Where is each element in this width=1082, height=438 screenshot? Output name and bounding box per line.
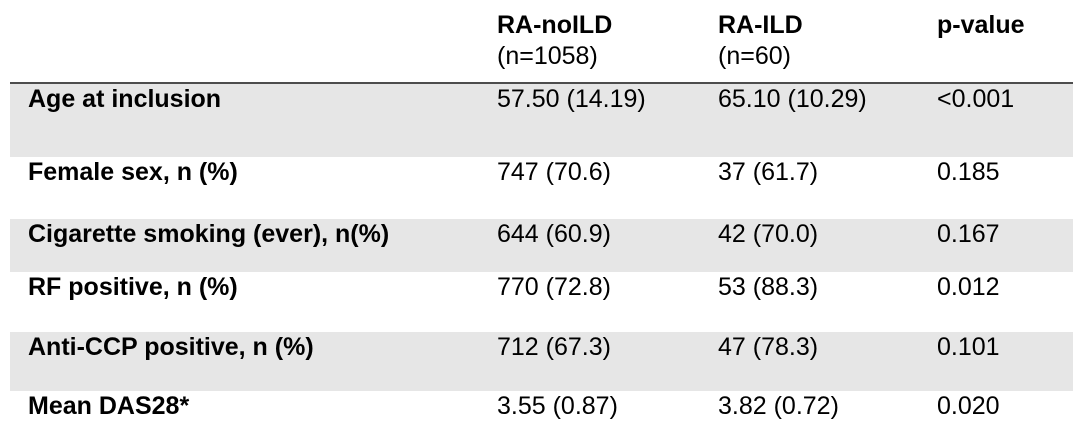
value-ra-ild: 47 (78.3) [718,333,819,361]
header-cell-p-value: p-value [919,0,1073,82]
table-row-female-sex: Female sex, n (%) 747 (70.6) 37 (61.7) 0… [10,157,1073,219]
row-label: Cigarette smoking (ever), n(%) [28,220,390,248]
value-p-value: 0.185 [937,158,1000,186]
value-p-value: 0.020 [937,392,1000,420]
column-subheader-ra-noild-n: (n=1058) [497,42,598,70]
value-ra-noild: 747 (70.6) [497,158,611,186]
row-label: RF positive, n (%) [28,273,238,301]
header-cell-ra-noild: RA-noILD (n=1058) [479,0,700,82]
column-subheader-ra-ild-n: (n=60) [718,42,791,70]
column-header-p-value: p-value [937,11,1025,39]
table-row-anti-ccp-positive: Anti-CCP positive, n (%) 712 (67.3) 47 (… [10,332,1073,391]
table-header-row: RA-noILD (n=1058) RA-ILD (n=60) p-value [10,0,1073,84]
value-ra-ild: 53 (88.3) [718,273,819,301]
row-label: Mean DAS28* [28,392,190,420]
value-ra-noild: 644 (60.9) [497,220,611,248]
table-row-mean-das28: Mean DAS28* 3.55 (0.87) 3.82 (0.72) 0.02… [10,391,1073,438]
value-ra-noild: 712 (67.3) [497,333,611,361]
value-p-value: 0.167 [937,220,1000,248]
value-ra-noild: 57.50 (14.19) [497,85,646,113]
value-p-value: 0.012 [937,273,1000,301]
baseline-characteristics-table: RA-noILD (n=1058) RA-ILD (n=60) p-value … [10,0,1073,438]
value-ra-ild: 3.82 (0.72) [718,392,839,420]
row-label: Age at inclusion [28,85,222,113]
value-ra-noild: 770 (72.8) [497,273,611,301]
value-ra-ild: 37 (61.7) [718,158,819,186]
row-label: Female sex, n (%) [28,158,238,186]
value-ra-noild: 3.55 (0.87) [497,392,618,420]
value-p-value: 0.101 [937,333,1000,361]
header-cell-ra-ild: RA-ILD (n=60) [700,0,919,82]
column-header-ra-noild: RA-noILD [497,11,613,39]
table-row-rf-positive: RF positive, n (%) 770 (72.8) 53 (88.3) … [10,272,1073,332]
table-row-cigarette-smoking: Cigarette smoking (ever), n(%) 644 (60.9… [10,219,1073,272]
value-p-value: <0.001 [937,85,1015,113]
value-ra-ild: 42 (70.0) [718,220,819,248]
table-row-age-at-inclusion: Age at inclusion 57.50 (14.19) 65.10 (10… [10,84,1073,157]
header-empty-cell [10,0,479,82]
column-header-ra-ild: RA-ILD [718,11,803,39]
row-label: Anti-CCP positive, n (%) [28,333,314,361]
value-ra-ild: 65.10 (10.29) [718,85,867,113]
